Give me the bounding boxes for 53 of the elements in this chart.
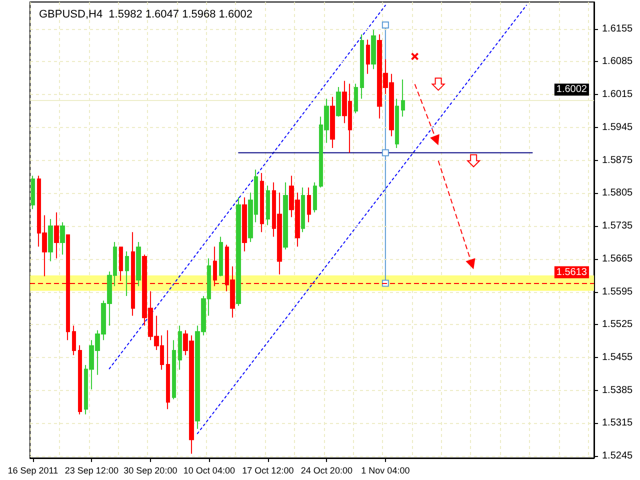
y-tick-label: 1.5875 — [602, 154, 634, 166]
x-tick-label: 23 Sep 12:00 — [64, 466, 118, 476]
candlestick — [283, 182, 288, 250]
candlestick — [260, 172, 264, 233]
ref-line-label: 1.6002 — [556, 84, 588, 96]
y-tick-label: 1.5525 — [602, 319, 634, 330]
x-tick-label: 1 Nov 04:00 — [361, 466, 410, 476]
candlestick — [178, 325, 182, 370]
candlestick — [236, 196, 241, 306]
candlestick — [54, 212, 59, 259]
candlestick — [166, 330, 170, 410]
candlestick — [119, 246, 123, 282]
candlestick — [31, 175, 35, 210]
candlestick — [371, 29, 376, 70]
x-tick-label: 17 Oct 12:00 — [242, 466, 294, 476]
candlestick — [336, 86, 341, 118]
x-tick-label: 24 Oct 20:00 — [300, 466, 352, 476]
candlestick — [301, 187, 305, 233]
candlestick — [313, 182, 317, 213]
x-tick-label: 10 Oct 04:00 — [183, 466, 235, 476]
y-tick-label: 1.5315 — [602, 418, 634, 429]
y-tick-label: 1.6155 — [602, 23, 634, 34]
text: GBPUSD,H4 1.5982 1.6047 1.5968 1.6002 — [39, 8, 252, 20]
x-tick-label: 16 Sep 2011 — [8, 466, 58, 476]
y-tick-label: 1.5805 — [602, 188, 634, 199]
candlestick — [72, 325, 76, 356]
candlestick — [48, 218, 53, 262]
y-tick-label: 1.6085 — [602, 56, 634, 68]
candlestick — [330, 96, 335, 149]
candlestick — [219, 236, 223, 277]
candlestick — [78, 344, 82, 415]
candlestick — [60, 222, 65, 256]
ref-line-label: 1.5613 — [556, 266, 588, 278]
y-tick-label: 1.5665 — [602, 253, 634, 264]
y-tick-label: 1.5595 — [602, 286, 634, 298]
x-tick-label: 30 Sep 20:00 — [124, 466, 178, 476]
candlestick — [125, 250, 129, 296]
candlestick — [401, 78, 405, 118]
candlestick — [136, 241, 141, 287]
candlestick — [307, 187, 311, 223]
candlestick — [366, 39, 370, 74]
y-tick-label: 1.5455 — [602, 352, 634, 363]
candlestick — [172, 340, 176, 400]
candlestick — [354, 83, 358, 114]
y-tick-label: 1.5945 — [602, 122, 634, 133]
candlestick — [395, 98, 399, 149]
candlestick — [242, 196, 247, 252]
candlestick — [266, 185, 270, 226]
y-tick-label: 1.5385 — [602, 384, 634, 396]
y-tick-label: 1.5735 — [602, 220, 634, 232]
y-tick-label: 1.6015 — [602, 89, 634, 100]
y-tick-label: 1.5245 — [602, 450, 634, 462]
candlestick — [360, 34, 364, 100]
